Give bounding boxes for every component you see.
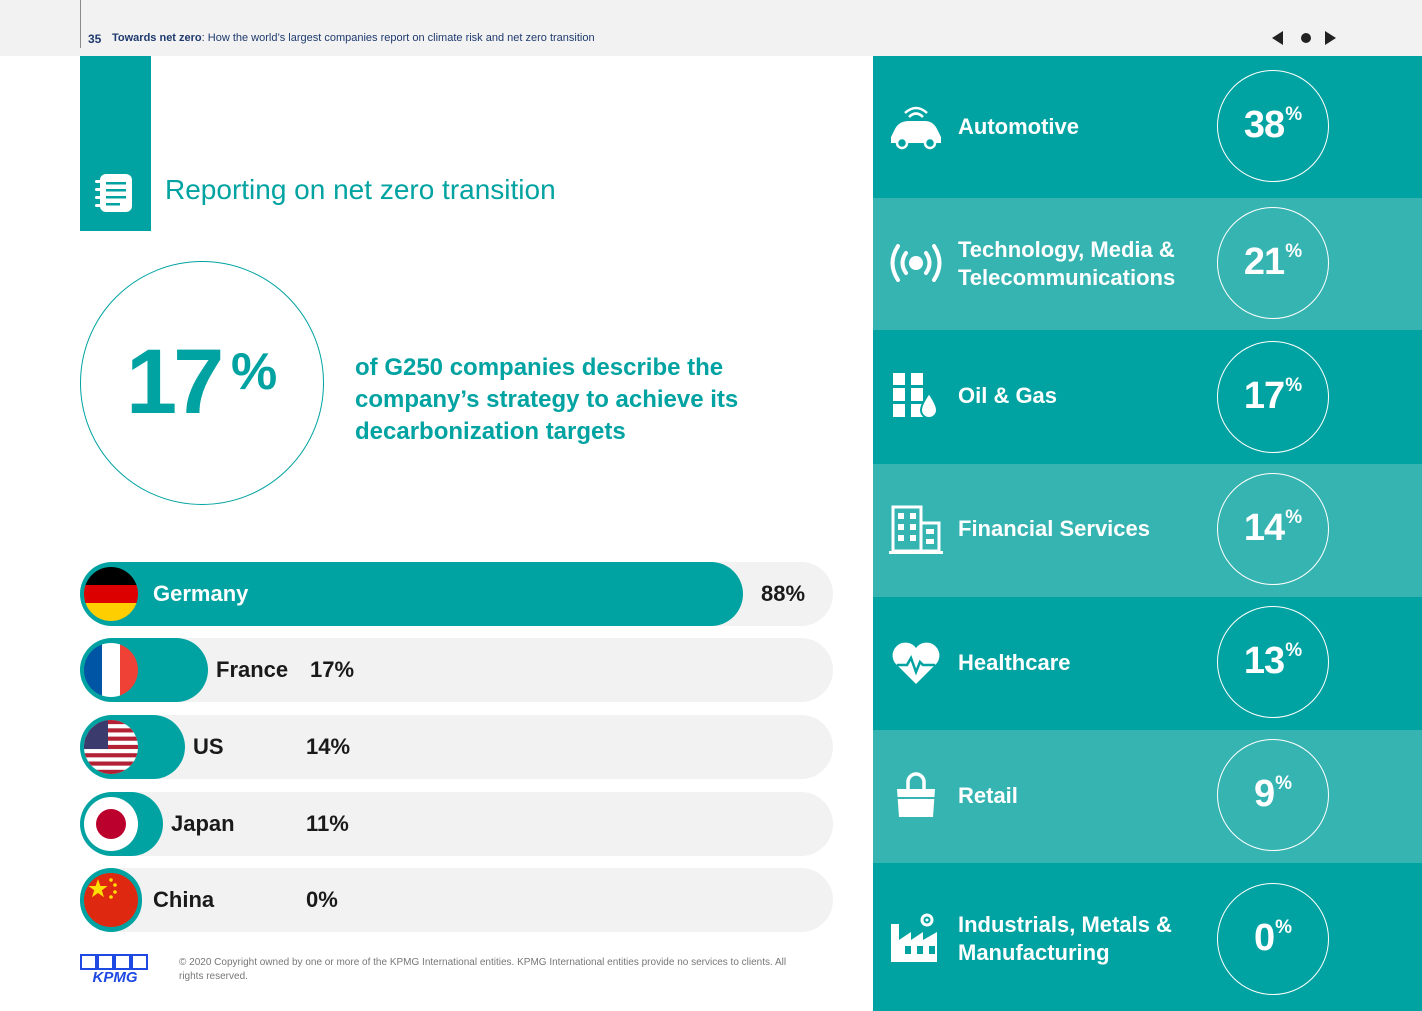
country-value: 0%: [306, 887, 338, 912]
dot-icon: [1301, 33, 1311, 43]
sector-value-circle: 9%: [1217, 739, 1329, 851]
shopping-bag-icon: [897, 772, 935, 817]
office-building-icon: [889, 505, 943, 554]
country-row-japan: Japan 11%: [80, 792, 833, 856]
header-bar: 35 Towards net zero: How the world’s lar…: [0, 0, 1422, 56]
sector-value: 14: [1243, 507, 1285, 549]
country-row-germany: Germany 88%: [80, 562, 833, 626]
sector-industrials-metals-manufacturing: Industrials, Metals & Manufacturing 0%: [873, 863, 1422, 1011]
triangle-right-icon: [1325, 31, 1336, 45]
japan-flag-icon: [84, 797, 138, 851]
country-label: Germany: [153, 581, 249, 606]
report-breadcrumb: Towards net zero: How the world’s larges…: [112, 32, 595, 44]
sector-unit: %: [1285, 104, 1303, 125]
us-flag-icon: [84, 720, 138, 774]
sector-value: 38: [1243, 104, 1285, 146]
page-number: 35: [88, 32, 102, 46]
report-title: Towards net zero: [112, 32, 202, 44]
section-title: Reporting on net zero transition: [165, 174, 556, 205]
copyright-notice: © 2020 Copyright owned by one or more of…: [179, 957, 787, 982]
report-subtitle: : How the world’s largest companies repo…: [201, 32, 595, 44]
header-divider: [80, 0, 81, 48]
sector-unit: %: [1285, 375, 1303, 396]
sector-unit: %: [1285, 640, 1303, 661]
france-flag-icon: [84, 643, 138, 697]
sector-value-circle: 21%: [1217, 207, 1329, 319]
country-label: Japan: [171, 811, 235, 836]
country-bar: [80, 562, 743, 626]
germany-flag-icon: [84, 567, 138, 621]
sector-unit: %: [1285, 507, 1303, 528]
country-row-china: China 0%: [80, 868, 833, 932]
sector-label-line2: Telecommunications: [958, 265, 1176, 290]
broadcast-icon: [890, 244, 942, 282]
sector-value: 13: [1243, 640, 1285, 682]
heart-pulse-icon: [892, 642, 940, 684]
country-row-france: France 17%: [80, 638, 833, 702]
triangle-left-icon: [1272, 31, 1283, 45]
country-value: 14%: [306, 734, 351, 759]
sector-healthcare: Healthcare 13%: [873, 597, 1422, 730]
sector-unit: %: [1275, 917, 1293, 938]
sector-label-line1: Industrials, Metals &: [958, 912, 1172, 937]
sector-label: Oil & Gas: [958, 383, 1058, 408]
sector-value-circle: 0%: [1217, 883, 1329, 995]
sector-financial-services: Financial Services 14%: [873, 464, 1422, 597]
sector-retail: Retail 9%: [873, 730, 1422, 863]
factory-icon: [891, 913, 937, 962]
sector-label-line1: Technology, Media &: [958, 237, 1175, 262]
sector-oil-gas: Oil & Gas 17%: [873, 330, 1422, 464]
country-label: France: [216, 657, 289, 682]
kpmg-logo-text: KPMG: [93, 969, 138, 984]
country-label: US: [193, 734, 224, 759]
sector-label: Healthcare: [958, 650, 1071, 675]
sector-value: 17: [1243, 375, 1285, 417]
country-label: China: [153, 887, 215, 912]
headline-unit: %: [231, 343, 278, 401]
notebook-icon: [95, 174, 132, 212]
headline-value: 17: [126, 331, 224, 433]
sector-value-circle: 17%: [1217, 341, 1329, 453]
sector-unit: %: [1275, 773, 1293, 794]
sector-label: Financial Services: [958, 516, 1150, 541]
headline-description: of G250 companies describe the company’s…: [355, 354, 739, 445]
country-row-us: US 14%: [80, 715, 833, 779]
country-value: 17%: [310, 657, 355, 682]
sector-value: 21: [1243, 241, 1285, 283]
next-page-button[interactable]: [1322, 29, 1342, 47]
sector-label: Retail: [958, 783, 1018, 808]
sector-value: 9: [1253, 773, 1275, 815]
sector-automotive: Automotive 38%: [873, 56, 1422, 198]
oil-barrel-icon: [893, 373, 939, 419]
country-value: 88%: [761, 581, 806, 606]
sector-label: Automotive: [958, 114, 1079, 139]
previous-page-button[interactable]: [1270, 29, 1290, 47]
sector-value-circle: 14%: [1217, 473, 1329, 585]
sector-value: 0: [1253, 917, 1275, 959]
sector-technology-media-telecommunications: Technology, Media & Telecommunications 2…: [873, 198, 1422, 330]
sector-value-circle: 13%: [1217, 606, 1329, 718]
headline-circle: [80, 261, 324, 505]
sector-label-line2: Manufacturing: [958, 940, 1110, 965]
sector-value-circle: 38%: [1217, 70, 1329, 182]
kpmg-logo: KPMG: [80, 954, 148, 984]
home-button[interactable]: [1298, 29, 1316, 47]
sector-unit: %: [1285, 241, 1303, 262]
country-value: 11%: [306, 811, 349, 836]
china-flag-icon: [84, 873, 138, 927]
car-icon: [891, 106, 941, 150]
